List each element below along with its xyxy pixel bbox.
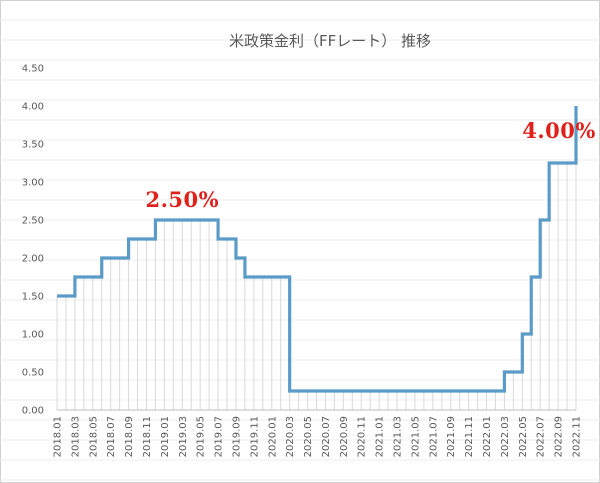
x-tick-label: 2021.07 <box>428 416 439 457</box>
x-tick-label: 2021.03 <box>393 416 404 457</box>
x-tick-label: 2019.11 <box>249 416 260 457</box>
y-tick-label: 3.00 <box>22 178 44 189</box>
x-tick-label: 2018.11 <box>142 416 153 457</box>
y-tick-label: 4.50 <box>22 64 44 75</box>
x-tick-label: 2019.07 <box>214 416 225 457</box>
x-tick-label: 2022.01 <box>482 416 493 457</box>
x-tick-label: 2020.03 <box>285 416 296 457</box>
y-tick-label: 2.00 <box>22 254 44 265</box>
plot-area <box>56 105 578 393</box>
y-tick-label: 4.00 <box>22 102 44 113</box>
x-tick-label: 2018.01 <box>53 416 64 457</box>
x-axis: 2018.01 2018.03 2018.05 2018.07 2018.09 2018.… <box>53 416 583 457</box>
x-tick-label: 2018.07 <box>106 416 117 457</box>
x-tick-label: 2020.01 <box>267 416 278 457</box>
y-tick-label: 3.50 <box>22 140 44 151</box>
x-tick-label: 2019.09 <box>231 416 242 457</box>
x-tick-label: 2020.09 <box>339 416 350 457</box>
x-tick-label: 2022.03 <box>500 416 511 457</box>
annotation-label: 4.00% <box>522 118 596 143</box>
x-tick-label: 2021.05 <box>410 416 421 457</box>
y-tick-label: 0.00 <box>22 406 44 417</box>
x-tick-label: 2018.09 <box>124 416 135 457</box>
vertical-gridlines <box>56 106 577 411</box>
sheet-gridlines <box>0 19 600 481</box>
y-tick-label: 1.00 <box>22 330 44 341</box>
annotation-label: 2.50% <box>145 187 219 212</box>
x-tick-label: 2018.03 <box>70 416 81 457</box>
x-tick-label: 2020.07 <box>321 416 332 457</box>
y-tick-label: 2.50 <box>22 216 44 227</box>
x-tick-label: 2022.05 <box>518 416 529 457</box>
x-tick-label: 2021.11 <box>464 416 475 457</box>
x-tick-label: 2019.01 <box>160 416 171 457</box>
x-tick-label: 2022.07 <box>536 416 547 457</box>
y-tick-label: 1.50 <box>22 292 44 303</box>
series-line <box>57 106 578 393</box>
x-tick-label: 2021.01 <box>375 416 386 457</box>
annotations: 2.50% 4.00% <box>145 118 595 212</box>
x-tick-label: 2018.05 <box>88 416 99 457</box>
y-axis: 0.00 0.50 1.00 1.50 2.00 2.50 3.00 3.50 4.00 4.50 <box>22 64 44 417</box>
x-tick-label: 2020.05 <box>303 416 314 457</box>
x-tick-label: 2021.09 <box>446 416 457 457</box>
y-tick-label: 0.50 <box>22 368 44 379</box>
chart-title: 米政策金利（FFレート） 推移 <box>229 32 431 50</box>
x-tick-label: 2022.11 <box>572 416 583 457</box>
x-tick-label: 2019.03 <box>178 416 189 457</box>
x-tick-label: 2019.05 <box>196 416 207 457</box>
x-tick-label: 2022.09 <box>554 416 565 457</box>
x-tick-label: 2020.11 <box>357 416 368 457</box>
